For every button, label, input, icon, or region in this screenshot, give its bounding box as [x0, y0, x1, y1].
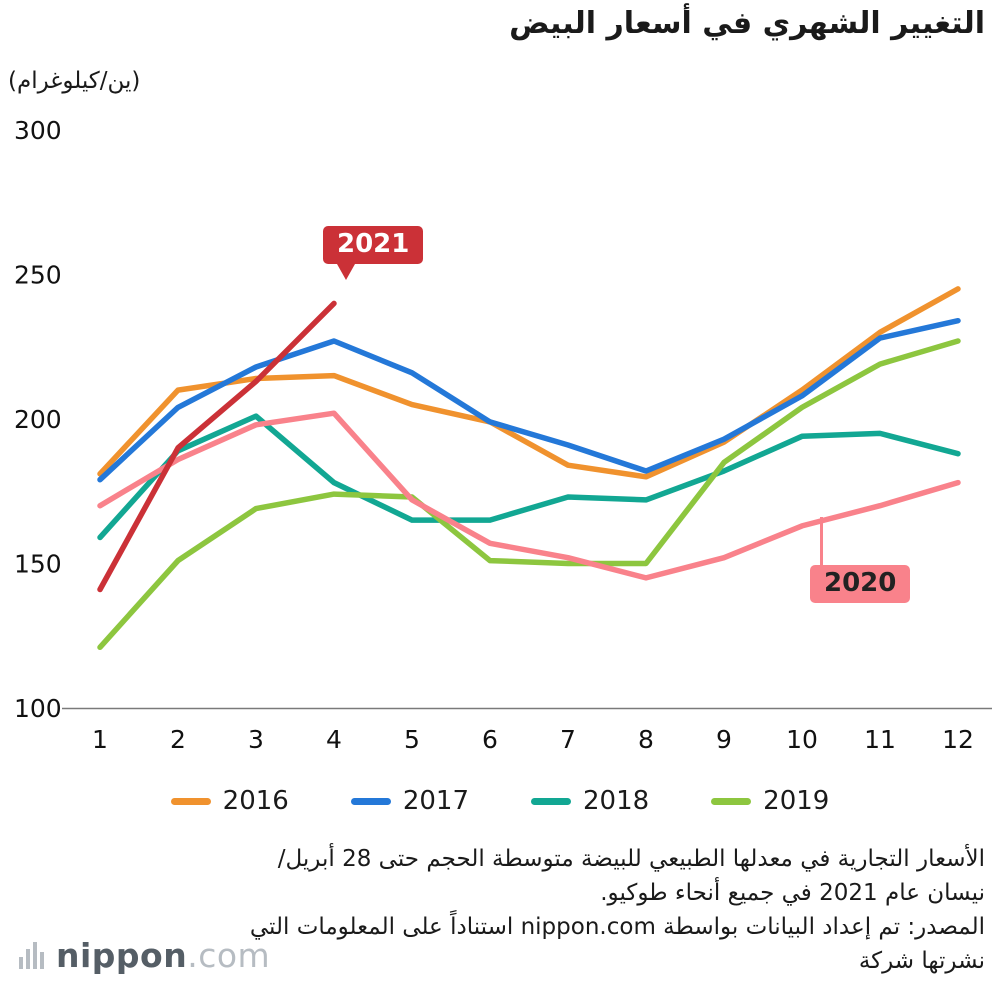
- legend-swatch-2018: [531, 797, 571, 805]
- x-tick-label: 10: [786, 725, 818, 754]
- y-tick-label: 150: [14, 550, 62, 579]
- nippon-logo-text: nippon.com: [56, 936, 270, 975]
- nippon-logo-icon: [19, 941, 44, 969]
- x-tick-label: 1: [92, 725, 108, 754]
- footer-line-2: نيسان عام 2021 في جميع أنحاء طوكيو.: [600, 880, 985, 906]
- footer-line-1: الأسعار التجارية في معدلها الطبيعي للبيض…: [277, 846, 985, 872]
- y-tick-label: 300: [14, 116, 62, 145]
- legend-swatch-2019: [711, 797, 752, 805]
- x-tick-label: 4: [326, 725, 342, 754]
- x-tick-label: 7: [560, 725, 576, 754]
- series-line-2016: [97, 286, 961, 480]
- x-tick-label: 5: [404, 725, 420, 754]
- legend-item-2016: 2016: [170, 786, 289, 816]
- annotation-2021-label: 2021: [337, 229, 410, 259]
- y-tick-label: 100: [14, 694, 62, 723]
- annotation-2020: 2020: [810, 565, 911, 603]
- legend-item-2018: 2018: [531, 786, 649, 816]
- chart-legend: 2016 2017 2018 2019: [0, 786, 1000, 816]
- nippon-logo: nippon.com: [18, 936, 270, 975]
- legend-swatch-2017: [350, 797, 391, 805]
- legend-label-2017: 2017: [402, 786, 469, 816]
- annotation-2020-label: 2020: [824, 568, 897, 598]
- x-tick-label: 12: [942, 725, 974, 754]
- legend-label-2016: 2016: [222, 786, 289, 816]
- y-tick-label: 200: [14, 405, 62, 434]
- series-line-2017: [97, 317, 961, 483]
- x-tick-label: 11: [864, 725, 896, 754]
- legend-swatch-2016: [170, 797, 211, 805]
- y-tick-label: 250: [14, 261, 62, 290]
- legend-label-2018: 2018: [583, 786, 650, 816]
- footer-line-4: نشرتها شركة: [858, 948, 985, 974]
- series-line-2018: [97, 413, 961, 541]
- x-tick-label: 8: [638, 725, 654, 754]
- legend-label-2019: 2019: [763, 786, 830, 816]
- annotation-2020-connector: [820, 517, 823, 567]
- x-tick-label: 9: [716, 725, 732, 754]
- logo-suffix: .com: [187, 936, 271, 975]
- legend-item-2017: 2017: [350, 786, 469, 816]
- annotation-2021-pointer: [337, 264, 355, 280]
- x-tick-label: 2: [170, 725, 186, 754]
- series-line-2020: [97, 410, 961, 581]
- footer-line-3: المصدر: تم إعداد البيانات بواسطة nippon.…: [249, 914, 985, 940]
- footer-note: الأسعار التجارية في معدلها الطبيعي للبيض…: [225, 842, 985, 978]
- series-line-2021: [97, 300, 337, 593]
- x-tick-label: 3: [248, 725, 264, 754]
- x-tick-label: 6: [482, 725, 498, 754]
- series-line-2019: [97, 338, 961, 651]
- y-axis-unit-label: (ين/كيلوغرام): [8, 68, 141, 94]
- annotation-2021: 2021: [323, 226, 424, 280]
- legend-item-2019: 2019: [711, 786, 829, 816]
- logo-name: nippon: [56, 936, 188, 975]
- chart-title: التغيير الشهري في أسعار البيض: [509, 6, 985, 41]
